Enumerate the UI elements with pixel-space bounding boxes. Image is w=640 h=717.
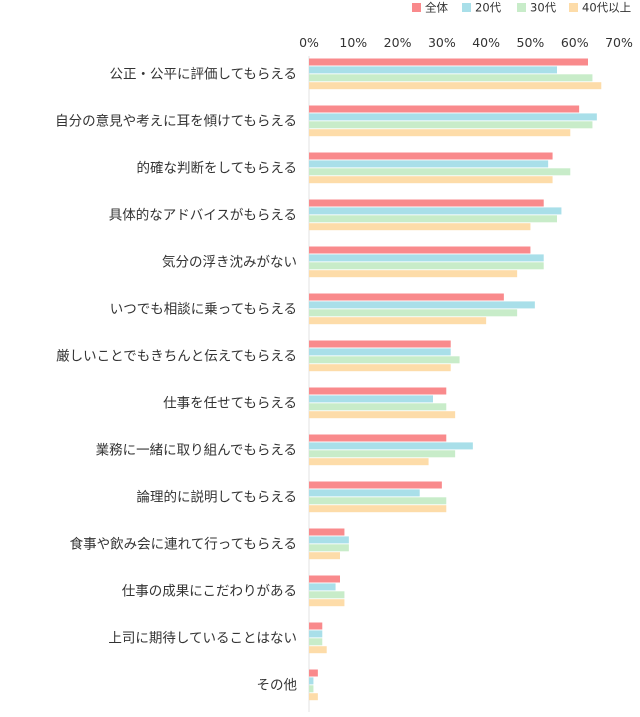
bar-series-3-cat-4 <box>309 270 518 278</box>
legend-swatch-1 <box>462 3 471 12</box>
category-label: 的確な判断をしてもらえる <box>136 160 297 176</box>
bar-series-2-cat-7 <box>309 403 447 411</box>
bar-series-2-cat-9 <box>309 497 447 505</box>
bar-series-0-cat-6 <box>309 340 451 348</box>
bar-series-1-cat-2 <box>309 160 549 168</box>
bar-series-2-cat-5 <box>309 309 518 317</box>
bar-series-2-cat-3 <box>309 215 557 223</box>
bar-series-3-cat-9 <box>309 505 447 513</box>
bar-series-0-cat-0 <box>309 58 588 66</box>
x-tick-label: 60% <box>561 35 589 50</box>
x-tick-label: 10% <box>339 35 367 50</box>
bar-series-1-cat-11 <box>309 583 336 591</box>
category-label: 公正・公平に評価してもらえる <box>109 66 297 82</box>
bar-series-2-cat-1 <box>309 121 593 129</box>
bar-series-0-cat-5 <box>309 293 504 301</box>
bar-series-2-cat-10 <box>309 544 349 552</box>
bar-series-0-cat-3 <box>309 199 544 207</box>
bar-series-0-cat-2 <box>309 152 553 160</box>
legend-label-2: 30代 <box>530 1 557 15</box>
bar-series-1-cat-1 <box>309 113 597 121</box>
x-axis-ticks: 0% 10% 20% 30% 40% 50% 60% 70% <box>299 35 633 50</box>
bar-series-3-cat-10 <box>309 552 340 560</box>
category-label: 業務に一緒に取り組んでもらえる <box>96 442 297 458</box>
legend-label-0: 全体 <box>425 1 448 15</box>
x-tick-label: 20% <box>384 35 412 50</box>
bar-series-2-cat-12 <box>309 638 323 646</box>
legend-label-1: 20代 <box>475 1 502 15</box>
legend: 全体 20代 30代 40代以上 <box>412 1 631 15</box>
bar-series-3-cat-0 <box>309 82 602 90</box>
category-label: 気分の浮き沈みがない <box>162 254 297 270</box>
category-label: 仕事を任せてもらえる <box>163 395 297 411</box>
x-tick-label: 0% <box>299 35 319 50</box>
category-label: 具体的なアドバイスがもらえる <box>109 207 297 223</box>
bar-series-2-cat-4 <box>309 262 544 270</box>
bar-series-1-cat-13 <box>309 677 314 685</box>
bar-series-2-cat-11 <box>309 591 345 599</box>
category-label: 自分の意見や考えに耳を傾けてもらえる <box>55 112 297 129</box>
x-tick-label: 50% <box>517 35 545 50</box>
bar-series-1-cat-12 <box>309 630 323 638</box>
bar-series-2-cat-8 <box>309 450 456 458</box>
bar-series-1-cat-7 <box>309 395 433 403</box>
legend-swatch-3 <box>569 3 578 12</box>
bar-series-0-cat-11 <box>309 575 340 583</box>
category-label: 厳しいことでもきちんと伝えてもらえる <box>56 348 297 364</box>
category-label: その他 <box>257 677 298 693</box>
bar-series-2-cat-13 <box>309 685 314 693</box>
bar-series-3-cat-8 <box>309 458 429 466</box>
bar-series-0-cat-10 <box>309 528 345 536</box>
category-label: 上司に期待していることはない <box>108 630 297 646</box>
legend-swatch-0 <box>412 3 421 12</box>
x-tick-label: 30% <box>428 35 456 50</box>
bar-series-3-cat-13 <box>309 693 318 701</box>
bar-series-1-cat-3 <box>309 207 562 215</box>
bar-series-0-cat-4 <box>309 246 531 254</box>
category-label: 食事や飲み会に連れて行ってもらえる <box>70 535 297 552</box>
bar-series-1-cat-5 <box>309 301 535 309</box>
bar-series-3-cat-7 <box>309 411 456 419</box>
bar-series-3-cat-12 <box>309 646 327 654</box>
category-label: 論理的に説明してもらえる <box>136 489 297 505</box>
x-tick-label: 70% <box>605 35 633 50</box>
bar-series-1-cat-8 <box>309 442 473 450</box>
x-tick-label: 40% <box>472 35 500 50</box>
category-labels: 公正・公平に評価してもらえる自分の意見や考えに耳を傾けてもらえる的確な判断をして… <box>55 66 297 693</box>
bar-series-0-cat-9 <box>309 481 442 489</box>
category-label: いつでも相談に乗ってもらえる <box>110 301 297 317</box>
bar-series-1-cat-10 <box>309 536 349 544</box>
bar-series-2-cat-0 <box>309 74 593 82</box>
bar-series-3-cat-5 <box>309 317 487 325</box>
bar-series-2-cat-6 <box>309 356 460 364</box>
bar-series-3-cat-2 <box>309 176 553 184</box>
bar-series-1-cat-0 <box>309 66 557 74</box>
bar-series-0-cat-13 <box>309 669 318 677</box>
legend-swatch-2 <box>517 3 526 12</box>
bar-series-1-cat-4 <box>309 254 544 262</box>
legend-label-3: 40代以上 <box>582 1 631 15</box>
bar-series-2-cat-2 <box>309 168 571 176</box>
bar-series-3-cat-3 <box>309 223 531 231</box>
bar-series-3-cat-11 <box>309 599 345 607</box>
bar-series-0-cat-12 <box>309 622 323 630</box>
bar-series-3-cat-1 <box>309 129 571 137</box>
bar-series-3-cat-6 <box>309 364 451 372</box>
bar-series-0-cat-1 <box>309 105 580 113</box>
category-label: 仕事の成果にこだわりがある <box>122 583 297 599</box>
bar-series-1-cat-9 <box>309 489 420 497</box>
bar-series-0-cat-8 <box>309 434 447 442</box>
bar-series-0-cat-7 <box>309 387 447 395</box>
bar-series-1-cat-6 <box>309 348 451 356</box>
bars <box>309 58 602 701</box>
